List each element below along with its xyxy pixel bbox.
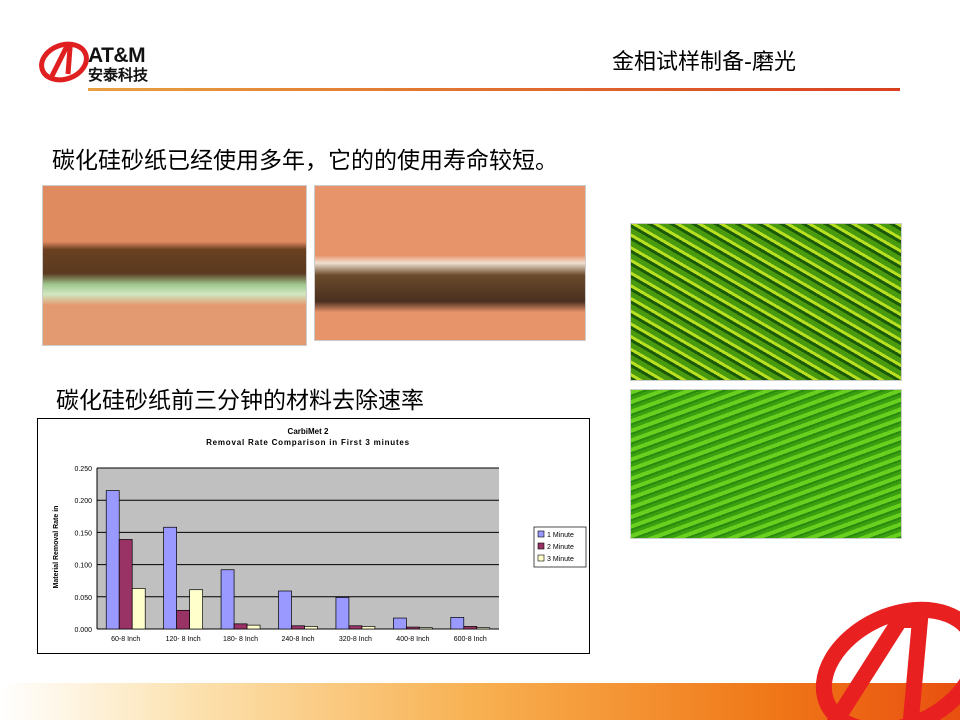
logo-icon <box>39 41 89 83</box>
x-tick-label: 60-8 Inch <box>111 636 140 643</box>
bar-1-minute <box>335 597 350 630</box>
micrograph-image-1 <box>42 185 307 346</box>
corner-logo-icon <box>815 601 960 720</box>
legend-swatch <box>537 554 545 562</box>
chart-title: CarbiMet 2 <box>288 427 329 436</box>
plot-area <box>97 468 499 629</box>
legend-label: 1 Minute <box>547 532 574 539</box>
x-tick-label: 400-8 Inch <box>396 636 429 643</box>
y-tick-label: 0.200 <box>74 498 92 505</box>
bar-1-minute <box>393 617 407 630</box>
bar-1-minute <box>105 490 120 630</box>
bar-3-minute <box>476 627 491 630</box>
body-text-2: 碳化硅砂纸前三分钟的材料去除速率 <box>56 388 424 414</box>
micrograph-image-2 <box>314 185 586 341</box>
bar-2-minute <box>118 539 133 630</box>
bar-3-minute <box>131 588 146 630</box>
bar-2-minute <box>291 625 305 630</box>
x-tick-label: 320-8 Inch <box>339 636 372 643</box>
x-tick-label: 180- 8 Inch <box>223 636 258 643</box>
micrograph-image-4 <box>630 389 902 539</box>
micrograph-image-3 <box>630 223 902 381</box>
legend-label: 3 Minute <box>547 556 574 563</box>
y-tick-label: 0.000 <box>74 627 92 634</box>
header-divider <box>88 88 900 91</box>
bar-3-minute <box>246 624 261 630</box>
x-tick-label: 600-8 Inch <box>454 636 487 643</box>
chart-subtitle: Removal Rate Comparison in First 3 minut… <box>206 438 410 447</box>
legend-swatch <box>537 542 545 550</box>
logo-name: 安泰科技 <box>88 66 149 84</box>
bar-3-minute <box>304 626 318 630</box>
bar-2-minute <box>348 625 363 630</box>
chart: CarbiMet 2 Removal Rate Comparison in Fi… <box>37 418 590 654</box>
legend-label: 2 Minute <box>547 544 574 551</box>
x-tick-label: 240-8 Inch <box>281 636 314 643</box>
body-text-1: 碳化硅砂纸已经使用多年，它的的使用寿命较短。 <box>52 148 558 174</box>
legend-swatch <box>537 530 545 538</box>
footer-bar <box>0 683 960 720</box>
bar-2-minute <box>463 626 478 630</box>
bar-chart: CarbiMet 2 Removal Rate Comparison in Fi… <box>53 427 587 643</box>
bar-3-minute <box>419 627 433 630</box>
bar-3-minute <box>189 589 203 630</box>
y-tick-label: 0.150 <box>74 530 92 537</box>
bar-1-minute <box>450 617 465 630</box>
bar-2-minute <box>233 623 248 630</box>
y-axis-label: Material Removal Rate in <box>53 506 60 589</box>
x-tick-label: 120- 8 Inch <box>166 636 201 643</box>
y-tick-label: 0.100 <box>74 563 92 570</box>
slide-title: 金相试样制备-磨光 <box>612 50 796 75</box>
y-tick-label: 0.050 <box>74 595 92 602</box>
bar-1-minute <box>163 526 177 630</box>
bar-1-minute <box>278 590 292 630</box>
y-tick-label: 0.250 <box>74 466 92 473</box>
bar-2-minute <box>406 626 420 630</box>
bar-1-minute <box>220 569 235 630</box>
bar-2-minute <box>176 609 190 630</box>
logo-brand: AT&M <box>88 44 146 67</box>
bar-3-minute <box>361 626 376 630</box>
